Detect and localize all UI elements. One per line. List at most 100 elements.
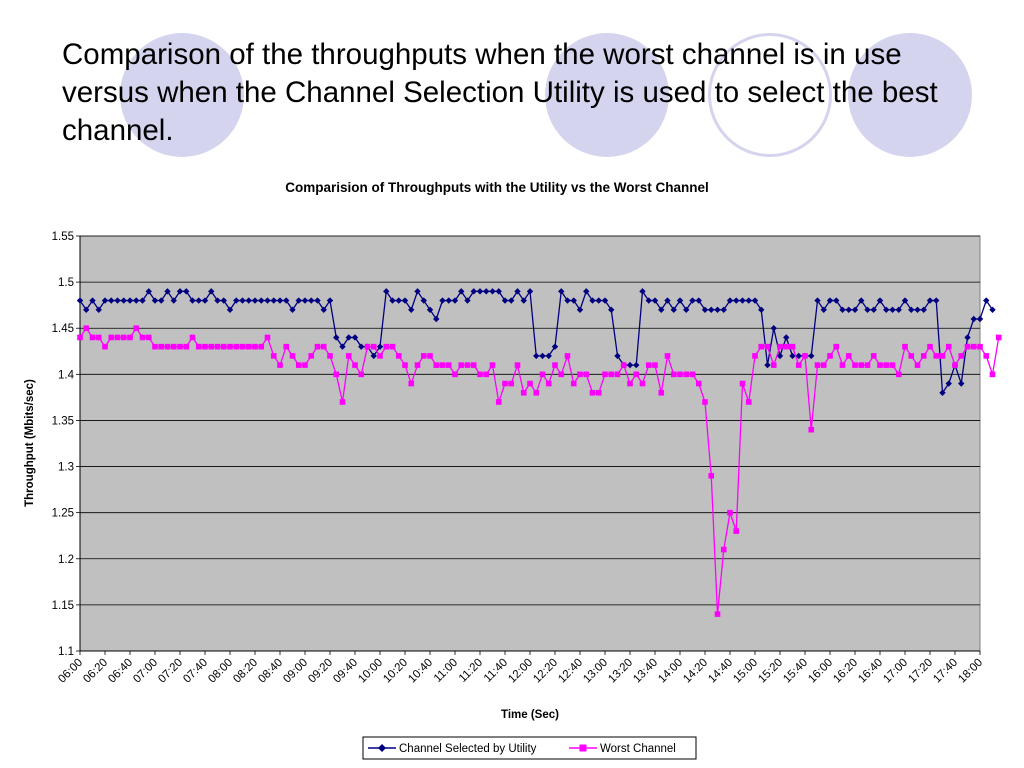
x-tick-label: 09:00 <box>281 657 310 686</box>
data-point <box>708 306 715 313</box>
data-point <box>364 343 371 350</box>
data-point <box>689 297 696 304</box>
data-point <box>227 343 233 350</box>
data-point <box>527 380 533 387</box>
data-point <box>908 353 915 359</box>
data-point <box>539 352 546 360</box>
data-point <box>939 353 946 359</box>
data-point <box>689 371 696 378</box>
x-axis-label: Time (Sec) <box>501 709 559 721</box>
legend-marker-utility <box>378 744 386 752</box>
data-point <box>820 306 827 313</box>
data-point <box>183 288 190 295</box>
data-point <box>695 297 702 304</box>
data-point <box>270 353 277 359</box>
data-point <box>251 297 259 304</box>
data-point <box>564 297 571 304</box>
x-tick-label: 09:20 <box>306 657 335 686</box>
x-axis-ticks: 06:0006:2006:4007:0007:2007:4008:0008:20… <box>56 651 985 685</box>
x-tick-label: 07:20 <box>156 657 185 686</box>
data-point <box>302 362 308 368</box>
data-point <box>783 343 790 350</box>
y-axis-label: Throughput (Mbits/sec) <box>24 379 36 507</box>
data-point <box>858 362 865 368</box>
data-point <box>395 353 402 359</box>
data-point <box>339 399 346 405</box>
data-point <box>383 343 390 350</box>
data-point <box>95 334 102 341</box>
data-point <box>208 288 215 295</box>
data-point <box>489 362 496 368</box>
data-point <box>595 297 602 304</box>
data-point <box>451 297 459 304</box>
data-point <box>720 306 727 313</box>
data-point <box>520 297 527 304</box>
data-point <box>289 353 296 359</box>
x-tick-label: 06:40 <box>106 657 135 686</box>
data-point <box>133 325 140 332</box>
data-point <box>633 361 640 369</box>
data-point <box>108 334 115 341</box>
data-point <box>901 297 909 304</box>
data-point <box>758 306 765 313</box>
data-point <box>358 343 365 350</box>
data-point <box>751 297 759 304</box>
data-point <box>958 353 965 359</box>
data-point <box>670 371 677 378</box>
data-point <box>170 297 177 304</box>
decorative-circle-2 <box>545 33 669 157</box>
data-point <box>233 297 240 304</box>
data-point <box>602 371 608 378</box>
data-point <box>851 306 859 313</box>
data-point <box>551 343 559 350</box>
data-point <box>952 362 958 368</box>
data-point <box>408 380 415 387</box>
data-point <box>745 297 752 304</box>
data-point <box>827 353 833 359</box>
data-point <box>745 399 752 405</box>
data-point <box>258 297 265 304</box>
data-point <box>864 362 871 368</box>
chart-title: Comparision of Throughputs with the Util… <box>285 180 709 195</box>
data-point <box>614 371 621 378</box>
data-point <box>927 343 933 350</box>
data-point <box>445 297 452 304</box>
data-point <box>839 362 846 368</box>
data-point <box>414 362 421 368</box>
data-point <box>495 399 502 405</box>
data-point <box>195 343 202 350</box>
data-point <box>558 288 565 295</box>
data-point <box>283 343 290 350</box>
plot-background <box>79 235 981 652</box>
x-tick-label: 14:20 <box>681 657 710 686</box>
data-point <box>389 343 396 350</box>
data-point <box>627 380 633 387</box>
data-point <box>276 297 284 304</box>
data-point <box>402 362 408 368</box>
x-tick-label: 11:40 <box>482 657 510 685</box>
data-point <box>764 361 771 369</box>
data-point <box>76 297 84 304</box>
x-tick-label: 18:00 <box>956 657 985 686</box>
data-point <box>770 362 777 368</box>
x-tick-label: 14:00 <box>656 657 685 686</box>
series-worst-channel <box>77 325 1002 617</box>
data-point <box>89 334 96 341</box>
x-tick-label: 13:20 <box>606 657 635 686</box>
x-tick-label: 16:20 <box>831 657 860 686</box>
y-tick-label: 1.2 <box>58 554 74 566</box>
data-point <box>439 297 446 304</box>
data-point <box>351 334 359 341</box>
data-point <box>258 343 265 350</box>
data-point <box>708 472 715 479</box>
data-point <box>464 297 471 304</box>
data-point <box>508 297 515 304</box>
data-point <box>820 362 827 368</box>
data-point <box>208 343 215 350</box>
data-point <box>870 306 877 313</box>
data-point <box>914 362 921 368</box>
data-point <box>408 306 415 313</box>
data-point <box>201 297 209 304</box>
data-point <box>814 362 821 368</box>
data-point <box>183 343 190 350</box>
